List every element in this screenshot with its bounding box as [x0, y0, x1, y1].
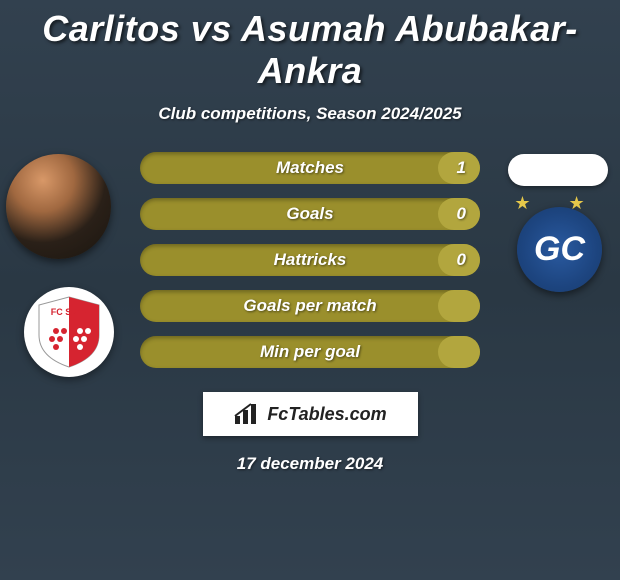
stat-row-matches: Matches 1	[140, 152, 480, 184]
chart-icon	[233, 402, 261, 426]
svg-text:FC SION: FC SION	[51, 307, 88, 317]
page-title: Carlitos vs Asumah Abubakar-Ankra	[0, 0, 620, 92]
stat-label: Hattricks	[274, 250, 347, 270]
gc-stars-icon: ★★	[514, 193, 620, 214]
club-left-logo: FC SION	[24, 287, 114, 377]
club-right-logo: ★★ GC	[517, 207, 602, 292]
stat-value: 1	[457, 158, 466, 178]
brand-label: FcTables.com	[267, 404, 386, 425]
fc-sion-shield-icon: FC SION	[24, 287, 114, 377]
season-subtitle: Club competitions, Season 2024/2025	[0, 104, 620, 124]
stat-right-cap	[438, 336, 480, 368]
stat-row-goals: Goals 0	[140, 198, 480, 230]
stat-label: Goals per match	[243, 296, 376, 316]
stat-right-cap	[438, 290, 480, 322]
player-right-avatar-placeholder	[508, 154, 608, 186]
stat-label: Goals	[286, 204, 333, 224]
stat-label: Matches	[276, 158, 344, 178]
gc-logo-text: GC	[534, 230, 585, 269]
stat-value: 0	[457, 250, 466, 270]
comparison-content: FC SION ★★ GC Matches 1 Goals 0	[0, 152, 620, 474]
stat-row-gpm: Goals per match	[140, 290, 480, 322]
stat-row-hattricks: Hattricks 0	[140, 244, 480, 276]
stat-value: 0	[457, 204, 466, 224]
stat-row-mpg: Min per goal	[140, 336, 480, 368]
stat-label: Min per goal	[260, 342, 360, 362]
player-left-avatar	[6, 154, 111, 259]
date-label: 17 december 2024	[0, 454, 620, 474]
brand-box: FcTables.com	[203, 392, 418, 436]
